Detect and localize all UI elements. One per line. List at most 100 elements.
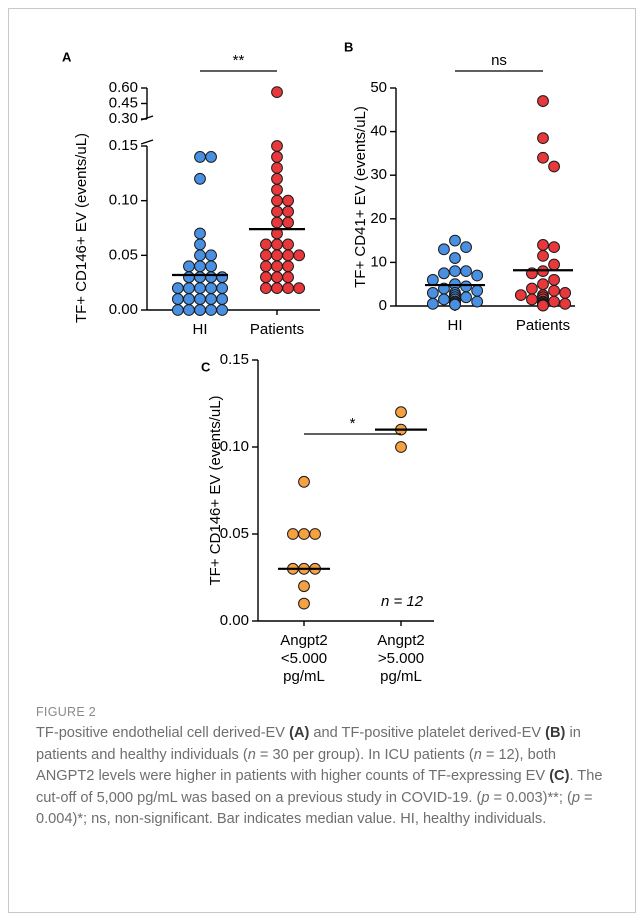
y-tick-label: 0.00: [109, 301, 138, 318]
y-tick-label: 40: [370, 123, 387, 140]
caption-part: = 0.004)*; ns, non-significant. Bar indi…: [36, 789, 593, 828]
data-point: [426, 297, 439, 310]
data-point: [171, 282, 184, 295]
data-point: [205, 304, 217, 316]
data-point: [216, 282, 229, 295]
data-point: [271, 205, 283, 218]
data-point: [514, 289, 527, 302]
figure-caption: TF-positive endothelial cell derived-EV …: [36, 723, 616, 831]
data-point: [260, 238, 272, 251]
data-point: [526, 293, 538, 306]
data-point: [271, 86, 283, 99]
data-point: [194, 271, 206, 284]
caption-n: n: [473, 746, 482, 763]
caption-ref-b: (B): [545, 725, 566, 741]
y-tick-label: 0.10: [220, 438, 249, 455]
data-point: [471, 269, 484, 282]
data-point: [548, 241, 560, 254]
data-point: [559, 297, 572, 310]
figure-label: FIGURE 2: [36, 705, 97, 719]
data-point: [438, 293, 450, 306]
y-axis-label: TF+ CD41+ EV (events/uL): [352, 106, 369, 288]
data-point: [548, 284, 560, 297]
caption-block: FIGURE 2 TF-positive endothelial cell de…: [36, 705, 616, 831]
x-tick-label: <5.000: [281, 650, 327, 667]
data-point: [194, 227, 206, 240]
x-tick-label: Angpt2: [377, 632, 425, 649]
data-point: [183, 293, 195, 305]
data-point: [471, 284, 484, 297]
y-tick-label: 30: [370, 166, 387, 183]
data-point: [205, 249, 217, 262]
data-point: [194, 151, 206, 163]
x-tick-label: >5.000: [378, 650, 424, 667]
data-point: [537, 299, 549, 312]
data-point: [298, 597, 310, 610]
data-point: [282, 260, 294, 273]
data-point: [171, 293, 184, 305]
data-point: [271, 249, 283, 262]
axis-break-mark: [140, 115, 154, 121]
data-point: [548, 273, 560, 286]
y-tick-label: 20: [370, 210, 387, 227]
data-point: [183, 304, 195, 316]
data-point: [271, 161, 283, 174]
y-axis-label: TF+ CD146+ EV (events/uL): [73, 133, 90, 323]
data-point: [271, 140, 283, 152]
data-point: [426, 287, 439, 299]
data-point: [426, 273, 439, 286]
data-point: [537, 239, 549, 251]
caption-part: in patients and healthy individuals (: [36, 725, 581, 763]
panel-letter: C: [201, 359, 211, 374]
data-point: [395, 441, 407, 453]
significance-label: ns: [491, 52, 507, 69]
data-point: [271, 271, 283, 284]
data-point: [260, 260, 272, 273]
data-point: [537, 278, 549, 291]
data-point: [460, 280, 472, 293]
data-point: [526, 282, 538, 295]
caption-p: p: [571, 789, 580, 806]
caption-part: TF-positive endothelial cell derived-EV: [36, 725, 290, 741]
figure-plots: A TF+ CD146+ EV (events/uL) 0.300.450.60 0.…: [62, 39, 575, 685]
data-point: [282, 205, 294, 218]
data-point: [298, 580, 310, 593]
x-tick-label: Angpt2: [280, 632, 328, 649]
caption-part: . The cut-off of 5,000 pg/mL was based o…: [36, 768, 603, 806]
data-point: [548, 295, 560, 308]
y-tick-label-upper: 0.60: [109, 79, 138, 96]
data-point: [438, 243, 450, 256]
data-point: [438, 267, 450, 280]
data-point: [282, 271, 294, 284]
y-tick-label: 0.05: [220, 525, 249, 542]
data-point: [449, 298, 461, 311]
significance-label: *: [350, 415, 356, 432]
data-point: [271, 194, 283, 207]
data-point: [183, 282, 195, 295]
x-tick-label: pg/mL: [283, 668, 325, 685]
data-point: [183, 271, 195, 284]
data-point: [460, 265, 472, 278]
panel-letter: A: [62, 49, 72, 64]
data-point: [205, 282, 217, 295]
x-tick-label: HI: [448, 317, 463, 334]
data-point: [293, 249, 306, 262]
data-point: [194, 282, 206, 295]
data-point: [471, 295, 484, 308]
data-point: [548, 258, 560, 271]
x-tick-label: pg/mL: [380, 668, 422, 685]
data-point: [282, 216, 294, 229]
x-tick-label: Patients: [250, 321, 304, 338]
data-point: [260, 282, 272, 295]
data-point: [216, 271, 229, 284]
data-point: [205, 151, 217, 163]
data-point: [449, 234, 461, 247]
data-point: [260, 271, 272, 284]
data-point: [460, 291, 472, 304]
data-point: [537, 132, 549, 145]
y-tick-label: 0.15: [109, 137, 138, 154]
data-point: [309, 528, 321, 540]
data-point: [548, 160, 560, 173]
sample-size-annotation: n = 12: [381, 593, 424, 610]
figure-frame: [8, 8, 636, 913]
